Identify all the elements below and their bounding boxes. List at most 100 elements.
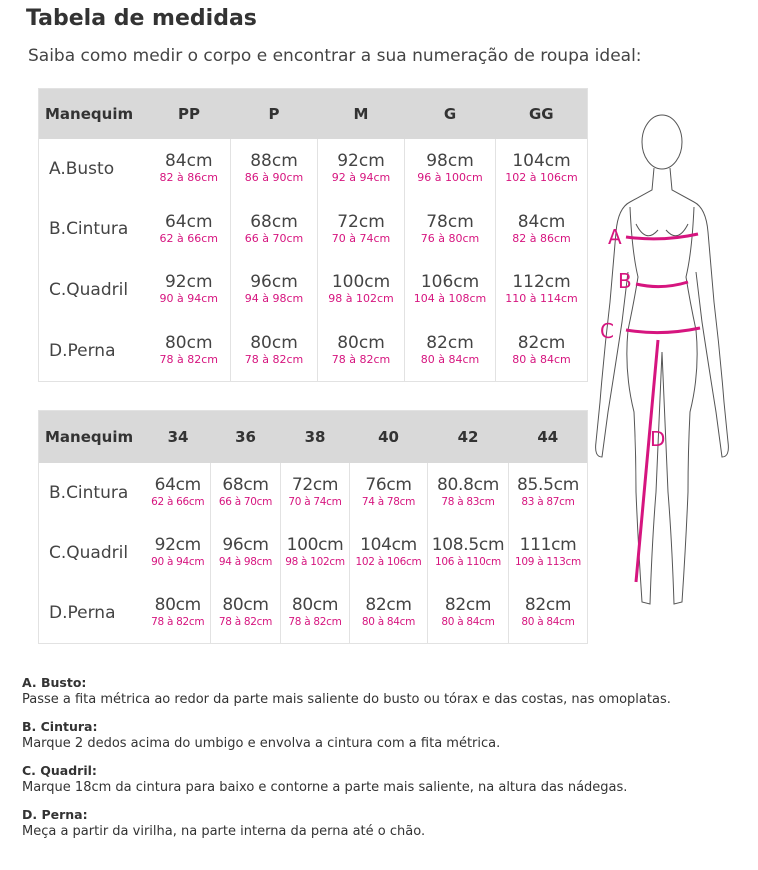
measure-value: 92cm: [154, 535, 202, 556]
measure-value: 78cm: [426, 211, 474, 232]
manequim-header: Manequim: [38, 88, 148, 139]
table-row: D.Perna 80cm 78 à 82cm 80cm 78 à 82cm 80cm 78 …: [39, 582, 588, 644]
measure-range: 80 à 84cm: [521, 616, 575, 629]
measure-value: 80cm: [154, 595, 202, 616]
size-header: 44: [508, 410, 588, 463]
measure-range: 78 à 82cm: [159, 353, 219, 367]
measure-value: 82cm: [365, 595, 412, 616]
measure-value: 82cm: [426, 333, 474, 354]
measure-range: 104 à 108cm: [413, 292, 487, 306]
measure-range: 90 à 94cm: [151, 556, 205, 569]
measure-value: 98cm: [426, 151, 474, 172]
measure-value: 84cm: [164, 151, 213, 172]
measure-label: D.Perna: [49, 340, 116, 361]
measure-range: 80 à 84cm: [420, 353, 480, 367]
measure-value: 92cm: [337, 151, 385, 172]
body-measurement-figure: A B C D: [595, 114, 729, 605]
measure-value: 104cm: [360, 535, 417, 556]
measure-range: 80 à 84cm: [512, 353, 571, 367]
measure-value: 80cm: [222, 595, 269, 616]
size-header: 40: [349, 410, 428, 463]
page-title: Tabela de medidas: [26, 6, 257, 31]
figure-head: [641, 114, 683, 170]
measure-cell: 96cm 94 à 98cm: [230, 259, 318, 321]
size-header: M: [317, 88, 405, 139]
measure-label: B.Cintura: [49, 219, 129, 240]
measure-cell: 82cm 80 à 84cm: [508, 582, 588, 644]
instruction-block: D. Perna: Meça a partir da virilha, na pa…: [22, 806, 671, 840]
measure-range: 62 à 66cm: [159, 231, 219, 245]
measure-value: 68cm: [250, 211, 298, 232]
measure-value: 104cm: [512, 151, 571, 172]
measure-cell: 72cm 70 à 74cm: [280, 462, 350, 523]
measure-range: 78 à 82cm: [151, 616, 205, 629]
measure-range: 74 à 78cm: [361, 496, 416, 508]
table-header-row: Manequim PP P M G GG: [38, 88, 588, 139]
measure-range: 96 à 100cm: [417, 171, 483, 185]
waist-line: [635, 280, 689, 289]
measure-cell: 82cm 80 à 84cm: [427, 582, 509, 644]
size-header: 36: [210, 410, 281, 463]
measure-cell: 68cm 66 à 70cm: [210, 462, 281, 523]
figure-bust: [635, 223, 689, 237]
measure-range: 78 à 82cm: [288, 616, 342, 629]
measure-cell: 76cm 74 à 78cm: [349, 462, 428, 523]
figure-label-b: B: [618, 269, 632, 293]
measure-range: 76 à 80cm: [420, 231, 480, 245]
measure-value: 100cm: [286, 535, 344, 556]
measure-range: 90 à 94cm: [159, 292, 219, 306]
measure-range: 70 à 74cm: [288, 496, 342, 508]
table-row: C.Quadril 92cm 90 à 94cm 96cm 94 à 98cm 100cm…: [39, 522, 588, 583]
size-header: 34: [145, 410, 211, 463]
measure-range: 102 à 106cm: [505, 171, 578, 185]
measure-range: 94 à 98cm: [244, 292, 304, 306]
measure-cell: 80cm 78 à 82cm: [148, 320, 231, 381]
measure-range: 94 à 98cm: [218, 556, 273, 569]
measure-cell: 92cm 90 à 94cm: [146, 523, 211, 583]
measure-range: 83 à 87cm: [521, 496, 575, 508]
measure-range: 78 à 83cm: [441, 496, 495, 508]
table-row: B.Cintura 64cm 62 à 66cm 68cm 66 à 70cm 72cm 7…: [39, 462, 588, 523]
measure-value: 111cm: [519, 535, 577, 556]
measure-cell: 111cm 109 à 113cm: [508, 522, 588, 583]
measure-cell: 112cm 110 à 114cm: [495, 259, 588, 321]
figure-label-d: D: [650, 427, 665, 451]
instruction-title: D. Perna:: [22, 807, 88, 822]
measure-cell: 106cm 104 à 108cm: [404, 259, 496, 321]
measure-range: 98 à 102cm: [285, 556, 345, 569]
leg-line: [634, 339, 660, 583]
hip-line: [625, 326, 701, 335]
measure-value: 96cm: [222, 535, 269, 556]
table-row: B.Cintura 64cm 62 à 66cm 68cm 66 à 70cm 72cm 7…: [39, 199, 588, 260]
size-header: 42: [427, 410, 509, 463]
instruction-block: A. Busto: Passe a fita métrica ao redor d…: [22, 674, 671, 708]
measure-value: 64cm: [154, 475, 202, 495]
measure-cell: 100cm 98 à 102cm: [317, 259, 405, 321]
measure-range: 80 à 84cm: [361, 616, 416, 629]
measure-range: 78 à 82cm: [218, 616, 273, 629]
measure-range: 70 à 74cm: [331, 231, 391, 245]
measure-cell: 64cm 62 à 66cm: [146, 463, 211, 523]
measure-label: C.Quadril: [49, 279, 129, 300]
measure-label: B.Cintura: [49, 482, 129, 503]
measure-cell: 96cm 94 à 98cm: [210, 522, 281, 583]
instruction-title: C. Quadril:: [22, 763, 97, 778]
instruction-block: B. Cintura: Marque 2 dedos acima do umbig…: [22, 718, 671, 752]
measure-cell: 92cm 90 à 94cm: [148, 260, 231, 321]
figure-right-arm: [669, 167, 729, 458]
instruction-text: Passe a fita métrica ao redor da parte m…: [22, 692, 671, 707]
measure-cell: 85.5cm 83 à 87cm: [508, 462, 588, 523]
table-row: A.Busto 84cm 82 à 86cm 88cm 86 à 90cm 92cm 92 …: [39, 138, 588, 200]
measure-cell: 82cm 80 à 84cm: [349, 582, 428, 644]
measure-range: 78 à 82cm: [244, 353, 304, 367]
measure-cell: 80cm 78 à 82cm: [317, 320, 405, 382]
measure-value: 82cm: [517, 333, 566, 354]
measurement-instructions: A. Busto: Passe a fita métrica ao redor d…: [22, 674, 671, 850]
size-header: 38: [280, 410, 350, 463]
measure-range: 78 à 82cm: [331, 353, 391, 367]
measure-value: 80cm: [250, 333, 298, 354]
measure-range: 82 à 86cm: [159, 171, 219, 185]
measure-cell: 108.5cm 106 à 110cm: [427, 522, 509, 583]
measure-value: 100cm: [331, 272, 391, 293]
measure-range: 106 à 110cm: [435, 556, 501, 569]
